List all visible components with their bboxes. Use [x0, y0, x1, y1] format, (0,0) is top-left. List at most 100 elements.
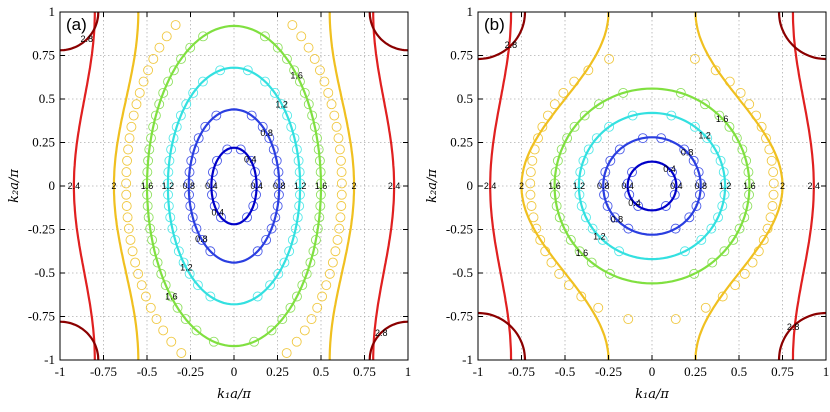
data-marker [336, 201, 347, 211]
data-marker [679, 246, 690, 257]
data-marker [739, 268, 750, 279]
data-marker [583, 144, 594, 155]
contour-2 [520, 12, 610, 360]
data-marker [176, 54, 187, 64]
data-marker [717, 291, 728, 302]
data-marker [299, 87, 310, 98]
data-marker [158, 87, 169, 98]
data-marker [127, 246, 138, 257]
data-marker [714, 110, 725, 121]
data-marker [211, 110, 222, 121]
data-marker [597, 234, 608, 245]
data-marker [301, 268, 312, 279]
data-marker [189, 144, 200, 155]
data-marker [312, 302, 323, 313]
data-marker [191, 223, 202, 234]
data-marker [166, 336, 177, 347]
data-marker [208, 336, 219, 347]
data-marker [623, 223, 634, 234]
contour-label: 2 [780, 181, 785, 191]
data-marker [296, 31, 307, 42]
data-marker [246, 110, 257, 121]
data-marker [675, 87, 686, 98]
data-marker [249, 336, 260, 347]
contour-2-8 [478, 311, 527, 360]
x-tick-label: -0.25 [595, 364, 622, 379]
data-marker [556, 144, 567, 155]
data-marker [170, 234, 181, 245]
contour-label: 0.8 [260, 128, 273, 138]
data-marker [624, 189, 635, 200]
data-marker [562, 133, 573, 144]
contour-label: 0.8 [694, 181, 707, 191]
data-marker [178, 257, 189, 268]
data-marker [279, 257, 290, 268]
data-marker [122, 155, 133, 166]
y-tick-label: 0 [49, 178, 56, 193]
data-marker [124, 133, 135, 144]
data-marker [305, 257, 316, 268]
data-marker [684, 212, 695, 223]
data-marker [168, 65, 179, 76]
data-marker [215, 65, 226, 76]
data-marker [175, 110, 186, 121]
contour-label: 1.6 [576, 248, 589, 258]
data-marker [140, 291, 151, 302]
data-marker [737, 144, 748, 155]
data-marker [196, 234, 207, 245]
data-marker [334, 223, 345, 234]
data-marker [756, 121, 767, 132]
contour-label: 1.6 [141, 181, 154, 191]
data-marker [172, 302, 183, 313]
data-marker [766, 155, 777, 166]
data-marker [535, 234, 546, 245]
contour-label: 0.8 [681, 147, 694, 157]
data-marker [689, 268, 700, 279]
data-marker [291, 336, 302, 347]
data-marker [605, 155, 616, 166]
data-marker [321, 280, 332, 291]
data-marker [660, 201, 671, 211]
data-marker [261, 234, 272, 245]
data-marker [578, 155, 589, 166]
panel-a: 0.4 0.4 0.4 0.4 0.8 0.8 0.8 0.8 1.2 1.2 1.2 1.2 1.6 1… [7, 4, 411, 402]
data-marker [702, 133, 713, 144]
y-tick-label: 0.75 [450, 48, 473, 63]
data-marker [191, 325, 202, 336]
data-marker [700, 302, 711, 313]
x-tick-label: -1 [473, 364, 484, 379]
contour-label: 1.2 [573, 181, 586, 191]
data-marker [266, 223, 277, 234]
data-marker [121, 167, 132, 178]
contour-0-4 [210, 146, 258, 226]
data-marker [299, 325, 310, 336]
data-marker [156, 268, 167, 279]
data-marker [604, 121, 615, 132]
data-marker [185, 42, 196, 53]
data-marker [292, 291, 302, 302]
contour-2-4 [791, 12, 815, 360]
contour-label: 1.2 [294, 181, 307, 191]
data-marker [332, 234, 343, 245]
contour-label: 2.4 [68, 181, 81, 191]
data-marker [281, 348, 292, 358]
contour-0-8 [602, 136, 702, 236]
data-marker [758, 234, 769, 245]
data-marker [303, 99, 314, 110]
data-marker [579, 110, 590, 121]
data-marker [289, 65, 300, 76]
data-marker [614, 144, 625, 155]
data-marker [160, 280, 171, 291]
contour-label: 1.2 [719, 181, 732, 191]
data-marker [691, 201, 702, 211]
data-marker [767, 201, 778, 211]
contour-label: 1.2 [275, 99, 288, 109]
data-marker [330, 246, 341, 257]
y-tick-label: 1 [467, 4, 474, 19]
data-marker [537, 121, 548, 132]
contour-label: 2 [519, 181, 524, 191]
data-marker [335, 212, 346, 223]
contour-1-6 [145, 24, 323, 348]
data-marker [719, 246, 730, 257]
